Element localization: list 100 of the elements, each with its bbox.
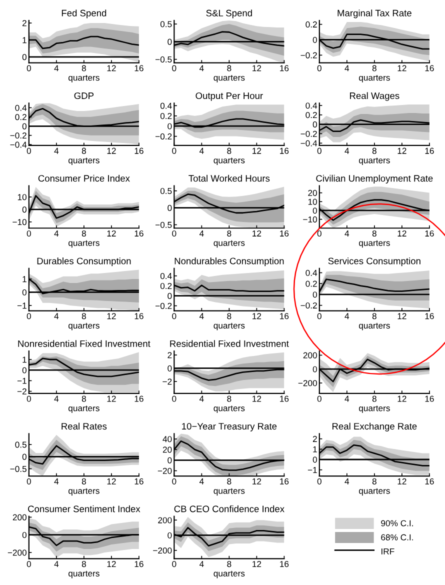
y-tick-label: 0: [168, 292, 172, 300]
chart-title: CB CEO Confidence Index: [174, 505, 284, 512]
legend-label: 68% C.I.: [381, 534, 413, 540]
chart-title: Durables Consumption: [37, 257, 131, 266]
x-tick-label: 4: [199, 478, 204, 484]
y-tick-label: 0: [312, 366, 317, 372]
x-tick-label: 16: [425, 313, 434, 320]
chart-title: Total Worked Hours: [188, 174, 270, 182]
chart-title: GDP: [74, 92, 94, 100]
legend-label: IRF: [382, 548, 394, 554]
y-tick-label: 40: [162, 436, 172, 442]
y-tick-label: −0.2: [10, 132, 26, 139]
x-tick-label: 12: [398, 313, 406, 320]
x-tick-label: 16: [425, 478, 434, 484]
y-tick-label: 1: [313, 446, 317, 452]
x-tick-label: 8: [82, 396, 86, 402]
y-tick-label: 0: [22, 289, 27, 296]
y-tick-label: 0.2: [306, 280, 317, 287]
x-tick-label: 0: [317, 396, 322, 402]
legend-label: 90% C.I.: [381, 520, 413, 526]
x-tick-label: 4: [344, 396, 350, 402]
x-tick-label: 0: [172, 313, 176, 320]
y-tick-label: −0.5: [156, 56, 172, 63]
y-tick-label: 0: [168, 457, 172, 464]
x-tick-label: 4: [199, 230, 204, 236]
y-tick-label: −1: [17, 378, 26, 384]
y-tick-label: 0.2: [160, 112, 172, 120]
chart-title: Services Consumption: [328, 257, 420, 266]
x-axis-title: quarters: [358, 75, 390, 82]
y-tick-label: −200: [153, 547, 172, 554]
x-tick-label: 12: [252, 478, 262, 484]
x-tick-label: 4: [199, 65, 204, 72]
x-tick-label: 8: [82, 230, 86, 237]
x-tick-label: 12: [107, 396, 116, 402]
x-tick-label: 12: [398, 396, 406, 402]
x-tick-label: 16: [134, 148, 144, 154]
x-axis-title: quarters: [214, 322, 245, 330]
x-tick-label: 4: [54, 561, 59, 567]
x-tick-label: 12: [252, 230, 262, 236]
x-axis-title: quarters: [68, 75, 100, 82]
y-tick-label: −0.5: [156, 222, 172, 228]
x-tick-label: 16: [280, 65, 289, 72]
chart-title: Output Per Hour: [196, 92, 263, 101]
x-tick-label: 12: [398, 478, 406, 484]
y-tick-label: 10: [308, 198, 317, 205]
x-tick-label: 0: [172, 478, 176, 484]
x-axis-title: quarters: [214, 406, 245, 413]
x-tick-label: 4: [344, 313, 350, 320]
chart-title: Nondurables Consumption: [174, 257, 284, 266]
y-tick-label: 20: [308, 190, 317, 196]
y-tick-label: −10: [12, 219, 27, 226]
y-tick-label: 2: [168, 352, 172, 358]
x-axis-title: quarters: [68, 158, 100, 166]
chart-title: Civilian Unemployment Rate: [316, 174, 433, 184]
y-tick-label: 1: [22, 276, 26, 282]
x-tick-label: 4: [199, 396, 204, 402]
x-tick-label: 8: [82, 478, 86, 484]
y-tick-label: −200: [298, 380, 317, 386]
x-tick-label: 4: [344, 148, 350, 154]
y-tick-label: 200: [12, 514, 27, 520]
x-tick-label: 8: [372, 478, 376, 484]
x-tick-label: 8: [82, 313, 86, 320]
x-tick-label: 12: [398, 230, 406, 236]
x-tick-label: 0: [172, 396, 176, 402]
y-tick-label: 0: [22, 123, 27, 130]
y-tick-label: 1: [22, 356, 26, 363]
y-tick-label: 0: [312, 121, 317, 128]
y-tick-label: −2: [17, 388, 26, 394]
x-axis-title: quarters: [214, 570, 245, 578]
y-tick-label: −2: [162, 378, 172, 385]
x-tick-label: 0: [26, 313, 31, 320]
x-tick-label: 12: [252, 313, 262, 320]
x-tick-label: 0: [172, 560, 176, 568]
x-axis-title: quarters: [214, 75, 245, 82]
x-tick-label: 12: [107, 313, 116, 320]
chart-title: Nonresidential Fixed Investment: [18, 340, 150, 347]
x-tick-label: 8: [227, 478, 232, 484]
x-tick-label: 12: [107, 65, 116, 72]
x-tick-label: 12: [107, 230, 116, 236]
chart-title: 10−Year Treasury Rate: [182, 422, 277, 432]
x-tick-label: 4: [54, 65, 59, 72]
x-axis-title: quarters: [68, 570, 100, 578]
y-tick-label: −0.2: [300, 302, 317, 309]
x-tick-label: 16: [280, 396, 289, 402]
x-tick-label: 8: [227, 313, 232, 320]
chart-title: Marginal Tax Rate: [338, 10, 412, 18]
x-tick-label: 12: [398, 65, 406, 72]
x-tick-label: 16: [425, 148, 434, 154]
y-tick-label: 0: [312, 208, 317, 214]
y-tick-label: 0: [22, 454, 27, 460]
y-tick-label: −1: [308, 467, 317, 473]
y-tick-label: 0: [312, 36, 317, 43]
y-tick-label: 0.2: [15, 114, 26, 120]
y-tick-label: 0.4: [15, 104, 27, 111]
x-tick-label: 16: [134, 313, 144, 320]
x-tick-label: 16: [134, 396, 144, 402]
x-tick-label: 16: [425, 65, 434, 72]
x-tick-label: 4: [54, 396, 59, 402]
y-tick-label: −1: [17, 302, 26, 309]
x-tick-label: 4: [54, 230, 59, 236]
